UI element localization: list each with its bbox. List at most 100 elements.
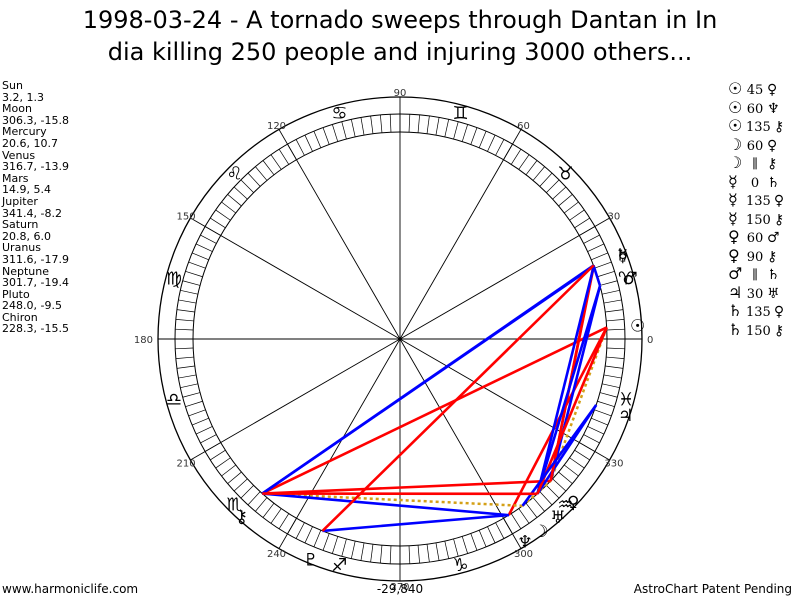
degree-tick: [370, 115, 374, 134]
degree-tick: [552, 478, 567, 492]
aspect-planet-b-icon: ♀: [773, 193, 785, 209]
planet-coords: 20.6, 10.7: [2, 136, 58, 150]
degree-label: 240: [267, 549, 286, 560]
degree-tick: [380, 114, 383, 133]
degree-tick: [182, 280, 201, 286]
degree-tick: [182, 392, 201, 398]
aspect-angle: 150: [746, 212, 771, 228]
degree-tick: [175, 319, 194, 322]
footer-website: www.harmoniclife.com: [2, 582, 139, 596]
planet-name: Pluto: [2, 287, 30, 301]
aspect-planet-a-icon: ☿: [728, 190, 738, 209]
planet-uranus-icon: ♅: [550, 508, 565, 528]
zodiac-sign-icon: ♏: [226, 494, 242, 515]
degree-tick: [487, 526, 496, 544]
degree-tick: [597, 271, 615, 278]
planet-neptune-icon: ♆: [517, 532, 532, 552]
degree-tick: [605, 365, 624, 369]
aspect-planet-b-icon: ⚷: [773, 322, 785, 339]
planet-sun-icon: ☉: [630, 317, 645, 337]
planet-coords: 228.3, -15.5: [2, 322, 69, 336]
aspect-planet-a-icon: ♄: [728, 319, 743, 339]
planet-entry: Jupiter 341.4, -8.2: [2, 196, 69, 219]
degree-tick: [594, 261, 612, 269]
degree-tick: [602, 289, 620, 295]
aspect-line: [262, 492, 509, 517]
degree-tick: [558, 194, 573, 207]
degree-tick: [341, 538, 347, 557]
aspect-row: ♀ 90 ⚷: [728, 246, 784, 266]
footer-credit: AstroChart Patent Pending: [633, 582, 792, 596]
degree-tick: [525, 503, 538, 518]
degree-tick: [350, 119, 356, 137]
aspect-planet-b-icon: ⚷: [773, 211, 785, 228]
degree-tick: [583, 234, 600, 244]
degree-tick: [453, 538, 459, 557]
aspect-planet-b-icon: ♅: [767, 285, 780, 302]
degree-tick: [546, 179, 560, 193]
aspect-line: [536, 326, 608, 495]
degree-tick: [606, 328, 625, 331]
aspect-row: ☉ 45 ♀: [728, 79, 784, 99]
degree-label: 300: [514, 549, 533, 560]
planet-entry: Saturn 20.8, 6.0: [2, 219, 69, 242]
degree-tick: [247, 172, 261, 187]
aspect-row: ☿ 0 ♄: [728, 172, 784, 192]
division-spoke: [190, 217, 401, 340]
aspect-row: ☉ 60 ♆: [728, 97, 784, 118]
degree-tick: [552, 186, 567, 200]
division-spoke: [399, 338, 522, 549]
degree-tick: [510, 149, 522, 165]
division-spoke: [190, 338, 401, 461]
degree-tick: [295, 139, 305, 156]
degree-tick: [313, 130, 322, 148]
degree-label: 330: [604, 459, 623, 470]
degree-tick: [408, 545, 411, 564]
degree-tick: [215, 457, 231, 469]
aspect-planet-a-icon: ☉: [728, 97, 743, 117]
degree-tick: [233, 478, 248, 492]
aspect-line: [321, 264, 595, 532]
aspect-row: ☿ 135 ♀: [728, 190, 785, 210]
degree-tick: [332, 124, 339, 142]
aspect-line: [549, 285, 602, 482]
degree-tick: [240, 485, 254, 499]
planet-coords: 341.4, -8.2: [2, 206, 62, 220]
aspect-planet-a-icon: ♃: [728, 282, 743, 302]
degree-tick: [322, 533, 330, 551]
degree-tick: [210, 217, 226, 229]
planet-coords: 311.6, -17.9: [2, 252, 69, 266]
degree-tick: [435, 542, 440, 561]
aspect-planet-b-icon: ♆: [767, 100, 780, 117]
degree-tick: [417, 545, 420, 564]
aspect-angle: 60: [746, 101, 764, 117]
planet-name: Saturn: [2, 218, 39, 232]
aspect-angle: 45: [746, 83, 764, 98]
aspect-line: [536, 285, 602, 495]
planet-coords: 306.3, -15.8: [2, 113, 69, 127]
zodiac-sign-icon: ♌: [226, 164, 242, 185]
degree-tick: [200, 434, 217, 444]
planet-mercury-icon: ☿: [618, 246, 628, 266]
degree-tick: [191, 252, 209, 261]
planet-name: Jupiter: [2, 194, 38, 208]
aspect-line: [261, 326, 608, 495]
degree-tick: [574, 449, 590, 461]
aspect-planet-b-icon: ⚷: [767, 248, 778, 265]
degree-tick: [255, 166, 268, 181]
degree-tick: [461, 536, 468, 554]
planet-name: Chiron: [2, 310, 38, 324]
planet-coords: 3.2, 1.3: [2, 90, 44, 104]
degree-tick: [304, 526, 313, 544]
degree-tick: [180, 289, 198, 295]
degree-tick: [180, 383, 198, 389]
degree-tick: [350, 541, 356, 559]
aspect-line: [261, 264, 595, 495]
degree-tick: [599, 280, 618, 286]
degree-tick: [278, 513, 290, 529]
degree-tick: [546, 485, 560, 499]
aspect-planet-b-icon: ⚷: [773, 119, 785, 135]
degree-tick: [470, 533, 478, 551]
degree-tick: [270, 508, 282, 524]
